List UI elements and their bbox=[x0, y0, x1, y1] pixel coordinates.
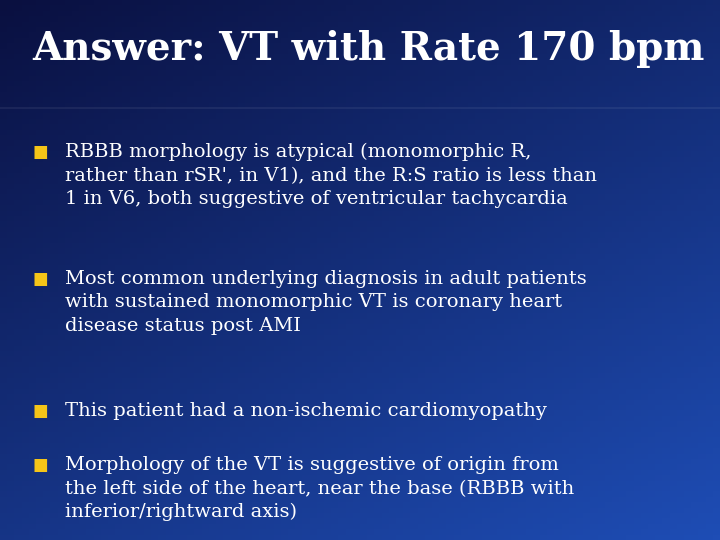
Text: ■: ■ bbox=[32, 402, 48, 420]
Text: ■: ■ bbox=[32, 456, 48, 474]
Text: Morphology of the VT is suggestive of origin from
the left side of the heart, ne: Morphology of the VT is suggestive of or… bbox=[65, 456, 574, 521]
Text: Answer: VT with Rate 170 bpm: Answer: VT with Rate 170 bpm bbox=[32, 30, 705, 68]
Text: RBBB morphology is atypical (monomorphic R,
rather than rSR', in V1), and the R:: RBBB morphology is atypical (monomorphic… bbox=[65, 143, 597, 208]
Text: ■: ■ bbox=[32, 270, 48, 288]
Text: Most common underlying diagnosis in adult patients
with sustained monomorphic VT: Most common underlying diagnosis in adul… bbox=[65, 270, 587, 335]
Text: This patient had a non-ischemic cardiomyopathy: This patient had a non-ischemic cardiomy… bbox=[65, 402, 546, 420]
Text: ■: ■ bbox=[32, 143, 48, 161]
